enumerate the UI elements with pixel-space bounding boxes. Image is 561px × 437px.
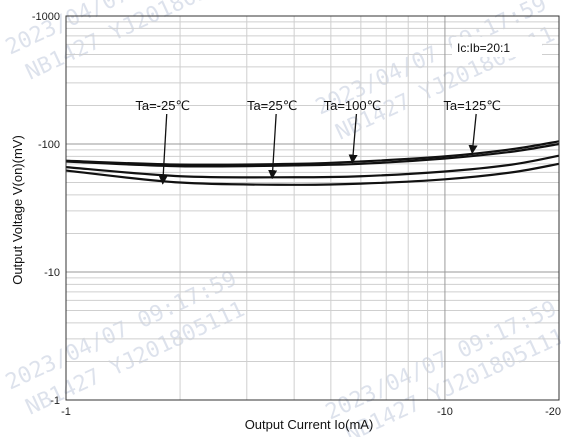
annotation-arrow bbox=[268, 113, 278, 180]
series-annotation-label: Ta=25℃ bbox=[247, 98, 297, 113]
x-tick-label: -20 bbox=[545, 406, 561, 418]
condition-note: Ic:Ib=20:1 bbox=[457, 41, 510, 55]
annotation-layer: Ta=-25℃ Ta=25℃ Ta=100℃ Ta=125℃ bbox=[135, 98, 501, 185]
annotation-arrow bbox=[158, 113, 168, 185]
annotation-arrow bbox=[468, 113, 478, 155]
condition-note-box bbox=[452, 37, 542, 57]
x-axis-label: Output Current Io(mA) bbox=[245, 417, 374, 432]
x-tick-label: -10 bbox=[437, 406, 453, 418]
series-line-3 bbox=[65, 142, 560, 168]
series-annotation-label: Ta=-25℃ bbox=[135, 98, 190, 113]
y-axis-label: Output Voltage V(on)(mV) bbox=[10, 135, 25, 285]
series-line-2 bbox=[65, 154, 560, 179]
y-tick-label: -1 bbox=[50, 395, 60, 407]
series-annotation-label: Ta=100℃ bbox=[324, 98, 382, 113]
plot-frame bbox=[65, 15, 560, 401]
grid-minor bbox=[66, 16, 560, 400]
y-tick-label: -10 bbox=[44, 267, 60, 279]
series-layer bbox=[65, 140, 560, 186]
x-tick-label: -1 bbox=[61, 406, 71, 418]
annotation-arrow bbox=[348, 113, 358, 164]
series-line-4 bbox=[65, 140, 560, 166]
x-tick-labels: -1 -10 -20 bbox=[61, 406, 561, 418]
y-tick-label: -100 bbox=[38, 139, 60, 151]
y-tick-labels: -1000 -100 -10 -1 bbox=[32, 11, 60, 407]
y-tick-label: -1000 bbox=[32, 11, 60, 23]
series-line-1 bbox=[65, 162, 560, 186]
series-annotation-label: Ta=125℃ bbox=[443, 98, 501, 113]
